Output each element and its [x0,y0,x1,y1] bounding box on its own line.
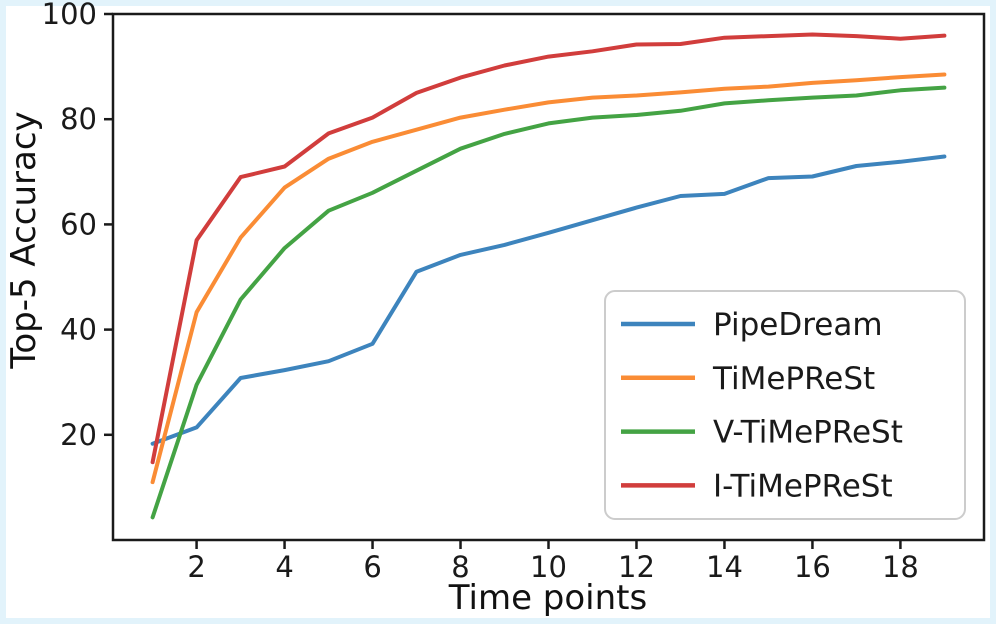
x-tick-label: 4 [275,550,293,584]
legend: PipeDream TiMePReSt V-TiMePReSt I-TiMePReSt [604,290,966,520]
legend-label: TiMePReSt [712,361,875,397]
y-tick-label: 100 [42,0,97,31]
y-tick-label: 40 [60,313,97,347]
x-tick-label: 10 [530,550,567,584]
series-line-PipeDream [150,154,947,446]
x-tick-label: 18 [882,550,919,584]
legend-label: V-TiMePReSt [713,415,903,451]
y-axis-title: Top-5 Accuracy [4,111,44,369]
y-tick-label: 20 [60,418,97,452]
x-tick-label: 14 [706,550,743,584]
x-axis-title: Time points [448,578,648,618]
legend-entry: TiMePReSt [621,361,875,397]
series-line-I-TiMePReSt [150,32,947,465]
x-tick-label: 12 [618,550,655,584]
legend-entry: V-TiMePReSt [621,415,903,451]
legend-entry: PipeDream [621,307,883,343]
x-tick-label: 2 [187,550,205,584]
legend-label: I-TiMePReSt [713,468,893,504]
legend-label: PipeDream [713,307,883,343]
legend-box [604,290,966,520]
plot-border [111,12,986,542]
y-tick-label: 80 [60,102,97,136]
series-line-TiMePReSt [150,72,947,485]
x-tick-label: 8 [451,550,469,584]
x-tick-label: 16 [794,550,831,584]
legend-entry: I-TiMePReSt [621,468,893,504]
x-tick-label: 6 [363,550,381,584]
y-tick-label: 60 [60,207,97,241]
series-line-V-TiMePReSt [150,85,947,520]
